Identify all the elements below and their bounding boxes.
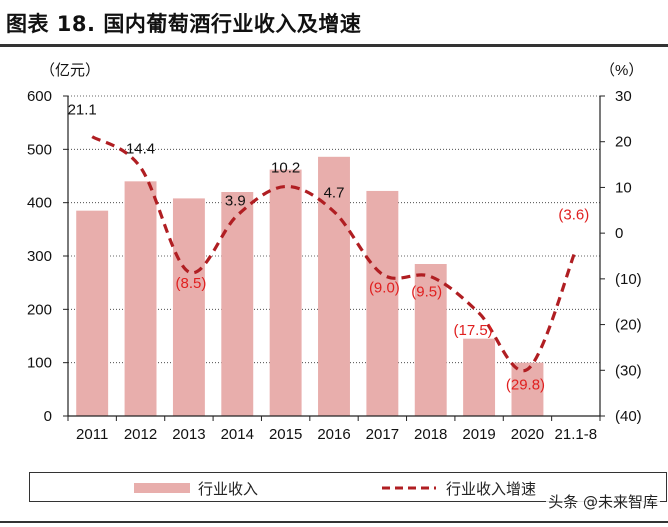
left-tick-label: 100 [27, 355, 52, 372]
growth-label-2020: (29.8) [506, 376, 545, 393]
x-tick-label: 2016 [317, 426, 350, 443]
legend: 行业收入 行业收入增速 [29, 472, 667, 502]
bottom-rule [0, 521, 668, 523]
bar-2016 [318, 156, 350, 417]
right-tick-label: (10) [615, 271, 642, 288]
left-tick-label: 0 [44, 408, 52, 425]
right-tick-label: (40) [615, 408, 642, 425]
growth-label-2013: (8.5) [175, 275, 206, 292]
bar-2019 [463, 338, 496, 416]
bar-2018 [414, 264, 447, 416]
right-tick-label: 30 [615, 88, 632, 105]
legend-line-swatch [382, 486, 436, 490]
bar-2015 [269, 169, 302, 416]
right-tick-label: 10 [615, 179, 632, 196]
chart-title: 图表 18. 国内葡萄酒行业收入及增速 [6, 12, 362, 36]
growth-label-2017: (9.0) [369, 279, 400, 296]
legend-item-bar: 行业收入 [134, 478, 258, 498]
legend-bar-swatch [134, 483, 190, 493]
growth-label-2011: 21.1 [68, 102, 97, 119]
x-tick-label: 2013 [172, 426, 205, 443]
bar-2013 [172, 198, 205, 416]
right-tick-label: (30) [615, 362, 642, 379]
growth-line [91, 135, 578, 373]
x-tick-label: 2014 [221, 426, 254, 443]
bar-2017 [366, 190, 399, 416]
left-tick-label: 200 [27, 301, 52, 318]
right-tick-label: 0 [615, 225, 623, 242]
x-tick-label: 2019 [462, 426, 495, 443]
left-tick-label: 300 [27, 248, 52, 265]
x-tick-label: 2017 [366, 426, 399, 443]
right-tick-label: (20) [615, 317, 642, 334]
growth-label-2018: (9.5) [411, 284, 442, 301]
growth-label-2016: 4.7 [324, 185, 345, 202]
x-tick-label: 2011 [76, 426, 108, 443]
x-tick-label: 21.1-8 [555, 426, 598, 443]
legend-item-line: 行业收入增速 [380, 478, 536, 498]
growth-label-21.1-8: (3.6) [558, 207, 589, 224]
bar-2011 [76, 210, 109, 416]
growth-label-2012: 14.4 [126, 140, 155, 157]
watermark: 头条 @未来智库 [546, 491, 660, 512]
bar-2020 [511, 362, 544, 416]
right-tick-label: 20 [615, 134, 632, 151]
x-tick-label: 2012 [124, 426, 157, 443]
legend-label-bar: 行业收入 [198, 479, 259, 498]
right-axis-unit: （%） [600, 62, 643, 79]
left-tick-label: 400 [27, 195, 52, 212]
x-tick-label: 2018 [414, 426, 447, 443]
x-tick-label: 2020 [511, 426, 544, 443]
left-axis-unit: （亿元） [40, 62, 100, 79]
left-tick-label: 600 [27, 88, 52, 105]
bar-2014 [221, 192, 254, 416]
bar-2012 [124, 181, 157, 416]
legend-label-line: 行业收入增速 [446, 479, 537, 498]
growth-label-2015: 10.2 [271, 160, 300, 177]
title-rule [0, 44, 668, 47]
growth-label-2019: (17.5) [453, 322, 492, 339]
x-tick-label: 2015 [269, 426, 302, 443]
left-tick-label: 500 [27, 141, 52, 158]
growth-label-2014: 3.9 [225, 192, 246, 209]
